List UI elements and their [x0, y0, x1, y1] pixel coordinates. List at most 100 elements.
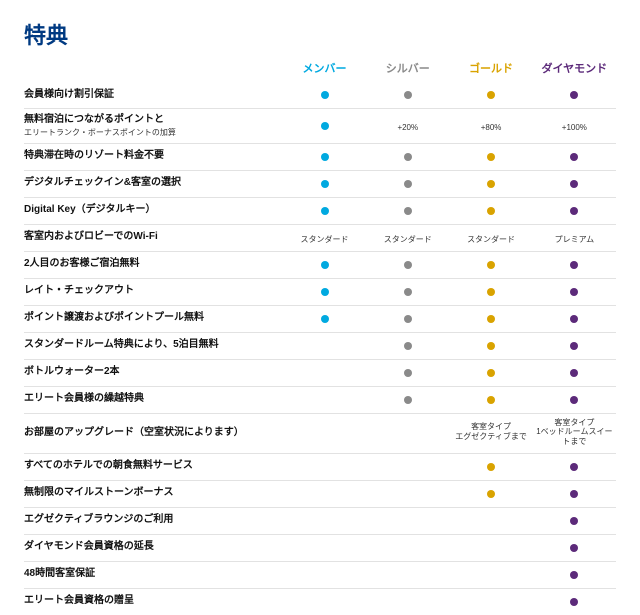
benefit-cell: [449, 507, 532, 534]
benefit-subtext: エリートランク・ボーナスポイントの加算: [24, 128, 279, 138]
table-row: エリート会員様の繰越特典: [24, 386, 616, 413]
benefit-cell: [283, 413, 366, 453]
included-dot-icon: [487, 288, 495, 296]
benefit-name: ポイント譲渡およびポイントプール無料: [24, 305, 283, 332]
benefit-cell: [366, 413, 449, 453]
benefit-cell: [283, 386, 366, 413]
benefit-name: スタンダードルーム特典により、5泊目無料: [24, 332, 283, 359]
benefit-name: ボトルウォーター2本: [24, 359, 283, 386]
tier-header: ダイヤモンド: [533, 60, 616, 82]
table-row: スタンダードルーム特典により、5泊目無料: [24, 332, 616, 359]
benefit-cell: [449, 82, 532, 109]
benefit-cell: [533, 332, 616, 359]
benefit-cell: [366, 359, 449, 386]
included-dot-icon: [570, 261, 578, 269]
included-dot-icon: [487, 396, 495, 404]
table-row: すべてのホテルでの朝食無料サービス: [24, 453, 616, 480]
table-row: エリート会員資格の贈呈: [24, 588, 616, 615]
included-dot-icon: [404, 207, 412, 215]
included-dot-icon: [321, 122, 329, 130]
benefit-cell-text: スタンダード: [301, 235, 349, 245]
included-dot-icon: [570, 544, 578, 552]
benefit-cell-text: +20%: [397, 123, 418, 133]
table-row: お部屋のアップグレード（空室状況によります） 客室タイプ エグゼクティブまで客室タ…: [24, 413, 616, 453]
benefit-cell: [533, 82, 616, 109]
included-dot-icon: [570, 369, 578, 377]
benefit-cell: [533, 170, 616, 197]
tier-header-row: メンバー シルバー ゴールド ダイヤモンド: [24, 60, 616, 82]
table-row: エグゼクティブラウンジのご利用: [24, 507, 616, 534]
benefit-cell-text: 客室タイプ 1ベッドルームスイートまで: [535, 418, 614, 447]
benefit-cell: [283, 143, 366, 170]
included-dot-icon: [487, 207, 495, 215]
benefit-cell: [533, 305, 616, 332]
benefit-cell-text: スタンダード: [384, 235, 432, 245]
included-dot-icon: [404, 153, 412, 161]
benefit-cell: [283, 359, 366, 386]
benefit-cell: [366, 170, 449, 197]
benefit-cell: [449, 143, 532, 170]
benefit-name: エグゼクティブラウンジのご利用: [24, 507, 283, 534]
benefit-cell: [449, 278, 532, 305]
included-dot-icon: [570, 598, 578, 606]
benefit-cell: +100%: [533, 109, 616, 144]
included-dot-icon: [404, 342, 412, 350]
benefit-name: 48時間客室保証: [24, 561, 283, 588]
included-dot-icon: [487, 180, 495, 188]
included-dot-icon: [404, 180, 412, 188]
benefit-cell: [449, 561, 532, 588]
benefit-name: 会員様向け割引保証: [24, 82, 283, 109]
benefit-cell: [366, 453, 449, 480]
benefit-cell-text: プレミアム: [555, 235, 594, 245]
benefit-cell: [449, 305, 532, 332]
included-dot-icon: [404, 91, 412, 99]
included-dot-icon: [404, 369, 412, 377]
benefit-name: お部屋のアップグレード（空室状況によります）: [24, 413, 283, 453]
benefit-cell: [283, 507, 366, 534]
benefit-cell: [283, 534, 366, 561]
included-dot-icon: [404, 288, 412, 296]
tier-header: シルバー: [366, 60, 449, 82]
benefit-cell: [533, 480, 616, 507]
benefit-cell: [533, 359, 616, 386]
included-dot-icon: [570, 315, 578, 323]
benefit-cell: [533, 386, 616, 413]
table-row: 無制限のマイルストーンボーナス: [24, 480, 616, 507]
benefit-cell: [283, 251, 366, 278]
benefit-cell: [283, 278, 366, 305]
table-row: ポイント譲渡およびポイントプール無料: [24, 305, 616, 332]
benefit-cell-text: 客室タイプ エグゼクティブまで: [455, 422, 527, 441]
table-row: 会員様向け割引保証: [24, 82, 616, 109]
benefit-name: 無料宿泊につながるポイントとエリートランク・ボーナスポイントの加算: [24, 109, 283, 144]
benefit-name: エリート会員資格の贈呈: [24, 588, 283, 615]
benefit-cell: [366, 507, 449, 534]
benefit-cell: [533, 143, 616, 170]
benefit-cell: [366, 305, 449, 332]
benefit-name: すべてのホテルでの朝食無料サービス: [24, 453, 283, 480]
benefit-cell: [533, 278, 616, 305]
benefit-cell: [366, 386, 449, 413]
benefit-cell: [533, 251, 616, 278]
benefit-cell: +80%: [449, 109, 532, 144]
included-dot-icon: [487, 369, 495, 377]
benefit-cell: [366, 588, 449, 615]
benefit-cell: [449, 386, 532, 413]
benefits-table: メンバー シルバー ゴールド ダイヤモンド 会員様向け割引保証無料宿泊につながる…: [24, 60, 616, 615]
tier-header: メンバー: [283, 60, 366, 82]
table-row: Digital Key（デジタルキー）: [24, 197, 616, 224]
benefit-cell: [283, 109, 366, 144]
table-row: デジタルチェックイン&客室の選択: [24, 170, 616, 197]
benefit-cell: [283, 588, 366, 615]
table-row: ボトルウォーター2本: [24, 359, 616, 386]
included-dot-icon: [570, 180, 578, 188]
included-dot-icon: [570, 571, 578, 579]
included-dot-icon: [570, 91, 578, 99]
included-dot-icon: [570, 153, 578, 161]
benefit-cell: 客室タイプ エグゼクティブまで: [449, 413, 532, 453]
included-dot-icon: [404, 315, 412, 323]
benefit-name: 無制限のマイルストーンボーナス: [24, 480, 283, 507]
benefit-cell: [533, 588, 616, 615]
benefit-cell: [449, 453, 532, 480]
included-dot-icon: [321, 315, 329, 323]
benefit-cell: +20%: [366, 109, 449, 144]
